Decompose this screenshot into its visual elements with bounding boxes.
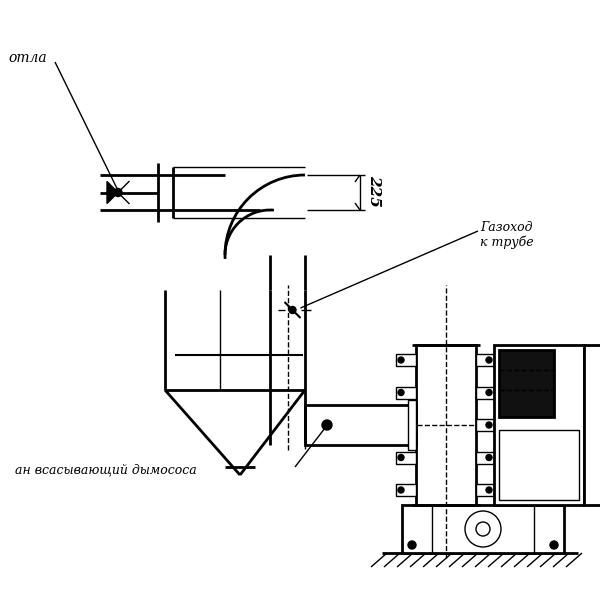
- Bar: [584, 345, 600, 505]
- Circle shape: [322, 420, 332, 430]
- Bar: [396, 484, 416, 496]
- Text: отла: отла: [8, 51, 47, 65]
- Bar: [476, 451, 494, 463]
- Bar: [396, 451, 416, 463]
- Circle shape: [114, 188, 122, 196]
- Bar: [476, 484, 494, 496]
- Circle shape: [398, 389, 404, 395]
- Bar: [494, 345, 584, 505]
- Bar: [476, 354, 494, 366]
- Bar: [476, 386, 494, 398]
- Text: 225: 225: [367, 175, 381, 206]
- Circle shape: [398, 422, 404, 428]
- Bar: [396, 386, 416, 398]
- Text: Газоход
к трубе: Газоход к трубе: [480, 221, 533, 250]
- Text: ан всасывающий дымососа: ан всасывающий дымососа: [15, 463, 197, 476]
- Circle shape: [486, 487, 492, 493]
- Circle shape: [486, 389, 492, 395]
- Bar: [476, 419, 494, 431]
- Bar: [499, 430, 579, 500]
- Circle shape: [398, 455, 404, 461]
- Circle shape: [550, 541, 558, 549]
- Circle shape: [486, 357, 492, 363]
- Bar: [402, 505, 564, 553]
- Bar: [408, 400, 416, 450]
- Bar: [305, 405, 416, 445]
- Polygon shape: [107, 181, 118, 203]
- Bar: [416, 345, 476, 505]
- Circle shape: [486, 422, 492, 428]
- Circle shape: [398, 357, 404, 363]
- Circle shape: [398, 487, 404, 493]
- Circle shape: [486, 455, 492, 461]
- Circle shape: [408, 541, 416, 549]
- Bar: [499, 350, 554, 417]
- Bar: [396, 419, 416, 431]
- Circle shape: [289, 307, 296, 313]
- Bar: [396, 354, 416, 366]
